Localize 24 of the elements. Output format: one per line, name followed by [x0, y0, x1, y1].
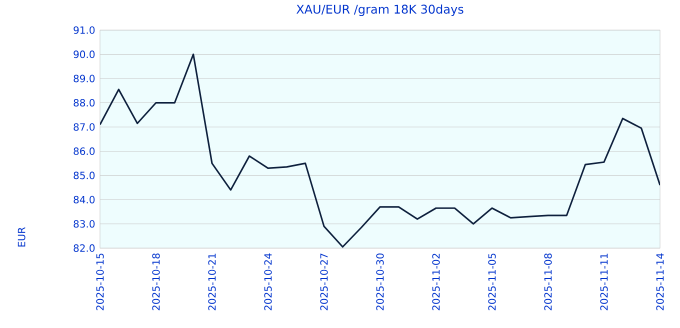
y-tick-label: 90.0	[74, 50, 95, 58]
y-axis-title: EUR	[18, 227, 26, 246]
y-tick-label: 86.0	[74, 147, 95, 155]
x-tick-label: 2025-10-30	[376, 253, 384, 310]
x-tick-label: 2025-10-24	[264, 253, 272, 310]
y-tick-label: 91.0	[74, 26, 95, 34]
x-tick-label: 2025-11-08	[544, 253, 552, 310]
chart-title: XAU/EUR /gram 18K 30days	[296, 4, 464, 16]
x-tick-label: 2025-10-27	[320, 254, 328, 310]
x-tick-label: 2025-10-15	[96, 254, 104, 310]
y-tick-label: 87.0	[74, 123, 95, 131]
y-tick-label: 82.0	[74, 244, 95, 252]
y-tick-label: 85.0	[74, 172, 95, 180]
x-tick-label: 2025-11-14	[656, 253, 664, 310]
x-tick-label: 2025-11-11	[600, 254, 608, 310]
y-tick-label: 89.0	[74, 74, 95, 82]
x-tick-label: 2025-11-02	[432, 254, 440, 310]
x-tick-label: 2025-10-21	[208, 254, 216, 310]
line-series	[100, 53, 660, 248]
x-tick-label: 2025-11-05	[488, 254, 496, 310]
y-tick-label: 88.0	[74, 98, 95, 107]
x-tick-label: 2025-10-18	[152, 253, 160, 310]
y-tick-label: 84.0	[74, 196, 95, 204]
y-tick-label: 83.0	[74, 220, 95, 228]
